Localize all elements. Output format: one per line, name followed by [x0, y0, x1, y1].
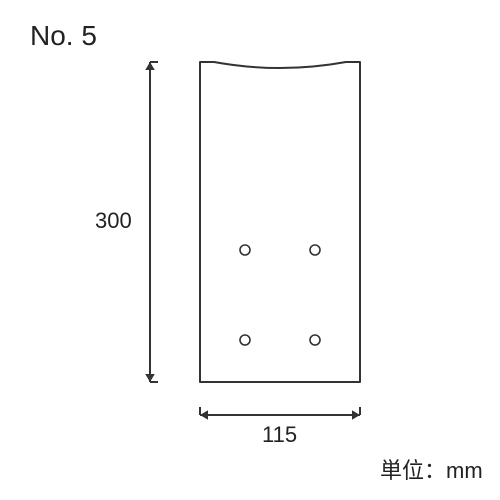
- unit-label: 単位：mm: [380, 458, 483, 483]
- dim-width-label: 115: [262, 422, 297, 447]
- bag-outline: [200, 62, 360, 382]
- dim-height-label: 300: [95, 208, 132, 233]
- diagram-title: No. 5: [30, 20, 97, 51]
